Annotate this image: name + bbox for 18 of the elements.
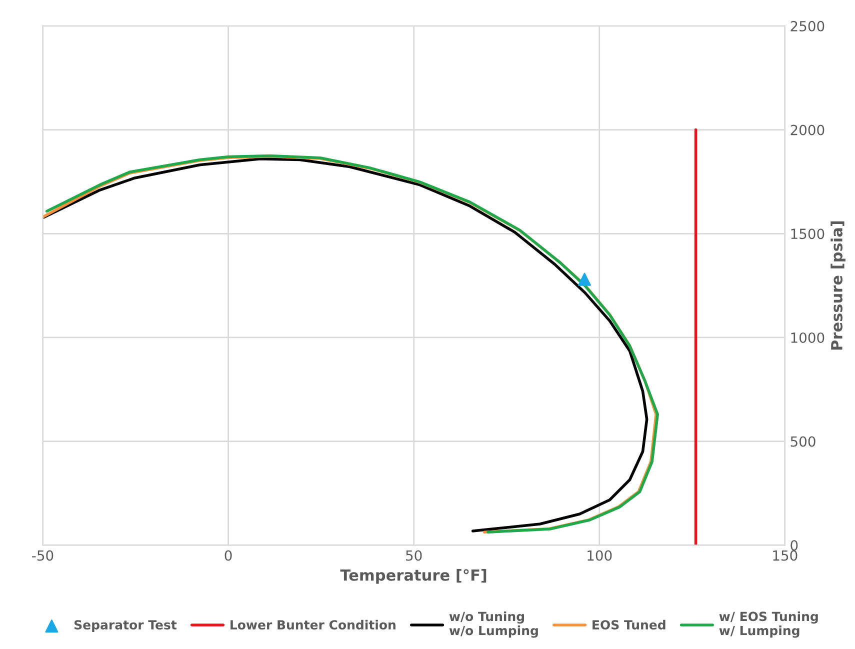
legend-label: w/ EOS Tuning w/ Lumping <box>719 611 818 638</box>
x-axis-title: Temperature [°F] <box>340 569 486 584</box>
legend-label: w/o Tuning w/o Lumping <box>449 611 538 638</box>
legend-label: Separator Test <box>74 620 177 632</box>
y2-tick-label: 1000 <box>791 332 824 343</box>
x-tick-label: 50 <box>406 550 422 561</box>
x-tick-label: -50 <box>32 550 54 561</box>
x-tick-label: 150 <box>773 550 798 561</box>
x-tick-label: 100 <box>588 550 612 561</box>
y2-tick-label: 500 <box>790 436 816 447</box>
y2-tick-label: 2000 <box>790 124 824 136</box>
legend-label: Lower Bunter Condition <box>230 620 396 630</box>
y2-tick-label: 0 <box>790 540 798 551</box>
legend-label: EOS Tuned <box>592 620 666 630</box>
y2-axis-title: Pressure [psia] <box>830 221 846 350</box>
x-tick-label: 0 <box>224 550 232 561</box>
y2-tick-label: 1500 <box>791 228 824 240</box>
y2-tick-label: 2500 <box>790 20 824 32</box>
